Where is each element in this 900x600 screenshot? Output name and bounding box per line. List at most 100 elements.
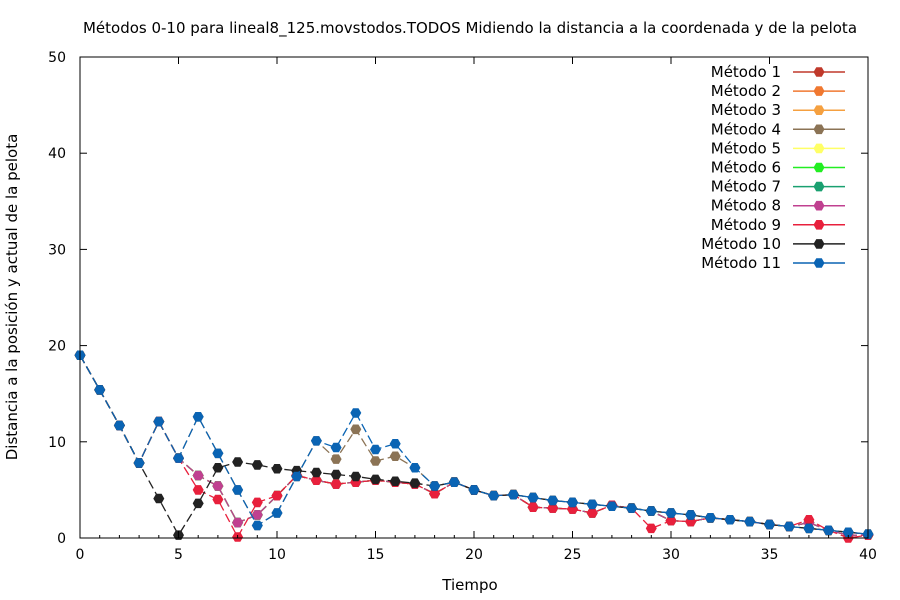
series-line [79,354,868,536]
data-point [251,497,263,508]
series-1 [74,350,874,540]
legend-item: Método 9 [711,216,845,234]
data-point [507,489,519,500]
x-tick-label: 10 [268,547,286,563]
legend-marker [813,67,825,77]
legend-item: Método 8 [711,197,845,215]
chart-title: Métodos 0-10 para lineal8_125.movstodos.… [83,19,857,38]
data-point [803,515,815,525]
data-point [645,506,657,516]
data-point [212,448,224,459]
data-point [704,513,716,523]
data-point [94,385,106,395]
data-point [350,408,362,418]
legend-marker [813,200,825,211]
series-9 [74,350,874,543]
data-point [468,485,480,495]
data-point [173,453,184,463]
data-point [192,470,204,481]
x-tick-label: 40 [859,547,877,563]
legend-item: Método 1 [711,63,845,81]
data-point [409,463,421,473]
data-point [606,501,618,511]
data-point [153,493,165,504]
legend-marker [813,105,825,115]
data-point [488,490,500,501]
y-axis-label: Distancia a la posición y actual de la p… [3,134,21,461]
x-axis-label: Tiempo [441,576,497,594]
legend-label: Método 2 [711,82,781,100]
data-point [645,523,657,534]
legend-item: Método 3 [711,101,845,119]
data-point [527,492,539,503]
data-point [212,494,224,505]
legend-item: Método 6 [711,159,845,177]
legend-label: Método 4 [711,120,781,138]
legend-marker [813,162,825,173]
x-tick-label: 35 [761,547,779,563]
data-point [310,436,322,446]
series-line [79,354,868,536]
data-point [113,420,125,431]
data-point [232,457,244,467]
data-point [803,523,815,534]
data-point [212,481,224,491]
legend-item: Método 4 [711,120,845,138]
data-point [330,442,342,453]
data-point [133,458,145,468]
data-point [685,510,697,520]
series-line [79,354,868,536]
data-point [192,498,204,509]
data-point [330,479,342,489]
legend-item: Método 5 [711,139,845,157]
legend-item: Método 2 [711,82,845,100]
data-point [389,476,401,486]
data-point [389,451,401,461]
y-tick-label: 0 [57,531,66,547]
legend-label: Método 11 [701,254,781,272]
series-line [79,354,868,536]
legend-marker [813,258,825,268]
data-point [567,497,578,508]
series-line [79,354,869,539]
data-point [192,412,204,422]
data-point [350,471,362,482]
series-7 [74,350,874,540]
y-tick-label: 30 [48,242,66,258]
legend-label: Método 3 [711,101,781,119]
legend-label: Método 9 [711,216,781,234]
y-tick-label: 10 [48,435,66,451]
data-point [232,517,244,528]
legend-item: Método 11 [701,254,845,272]
data-point [310,475,322,485]
data-point [842,527,854,537]
series-line [79,354,868,536]
y-tick-label: 50 [48,50,66,66]
data-point [350,424,362,435]
data-point [330,469,342,480]
data-point [310,467,322,478]
x-tick-label: 25 [564,547,582,563]
legend-marker [813,86,825,96]
data-point [389,439,401,449]
data-point [547,495,559,506]
data-point [665,515,677,526]
data-point [251,460,263,470]
data-point [212,463,224,473]
legend-marker [813,124,825,135]
data-point [251,520,263,531]
data-point [626,503,638,513]
data-point [370,444,381,455]
legend-label: Método 7 [711,178,781,196]
data-point [448,477,460,487]
data-point [724,515,736,525]
data-point [764,519,775,530]
x-tick-label: 15 [367,547,385,563]
legend-marker [813,220,825,230]
data-point [271,464,283,474]
data-point [271,490,283,501]
data-point [192,485,204,495]
data-point [527,502,539,512]
